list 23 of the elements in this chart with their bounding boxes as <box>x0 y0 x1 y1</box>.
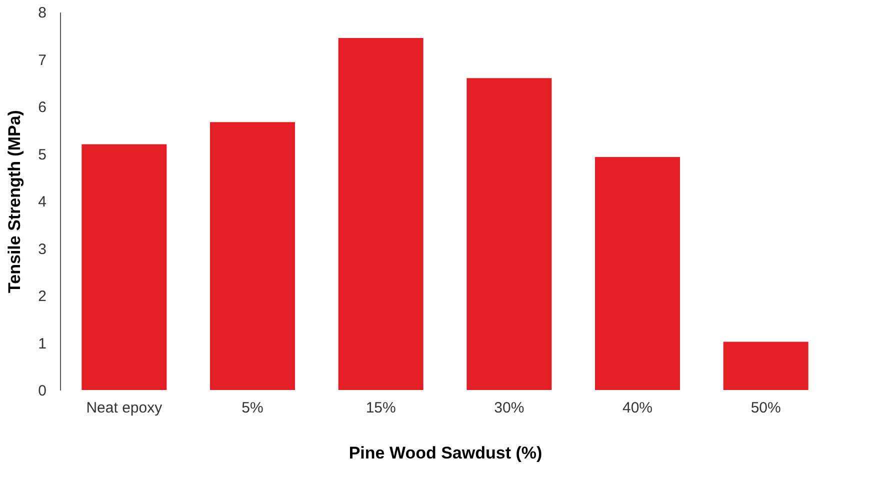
x-tick-label: 40% <box>622 400 653 416</box>
bar <box>723 342 808 390</box>
x-axis-title: Pine Wood Sawdust (%) <box>348 444 542 462</box>
y-tick-label: 0 <box>38 382 46 400</box>
y-tick-label: 3 <box>38 240 46 258</box>
x-tick-label: 5% <box>242 400 264 416</box>
y-tick-label: 8 <box>38 4 46 22</box>
x-tick-label: Neat epoxy <box>86 400 163 416</box>
y-tick-label: 6 <box>38 99 46 116</box>
bar <box>210 122 295 390</box>
y-axis-title: Tensile Strength (MPa) <box>5 110 24 293</box>
y-tick-label: 4 <box>38 194 46 210</box>
bar <box>338 38 424 390</box>
y-tick-label: 7 <box>38 52 46 69</box>
x-tick-label: 50% <box>750 400 781 416</box>
y-tick-label: 2 <box>38 288 46 305</box>
bar <box>595 157 680 390</box>
bar <box>466 78 552 390</box>
y-tick-label: 5 <box>38 146 46 164</box>
x-tick-label: 15% <box>366 400 396 416</box>
y-tick-label: 1 <box>38 335 46 352</box>
bar <box>82 144 167 390</box>
x-tick-label: 30% <box>494 400 524 416</box>
